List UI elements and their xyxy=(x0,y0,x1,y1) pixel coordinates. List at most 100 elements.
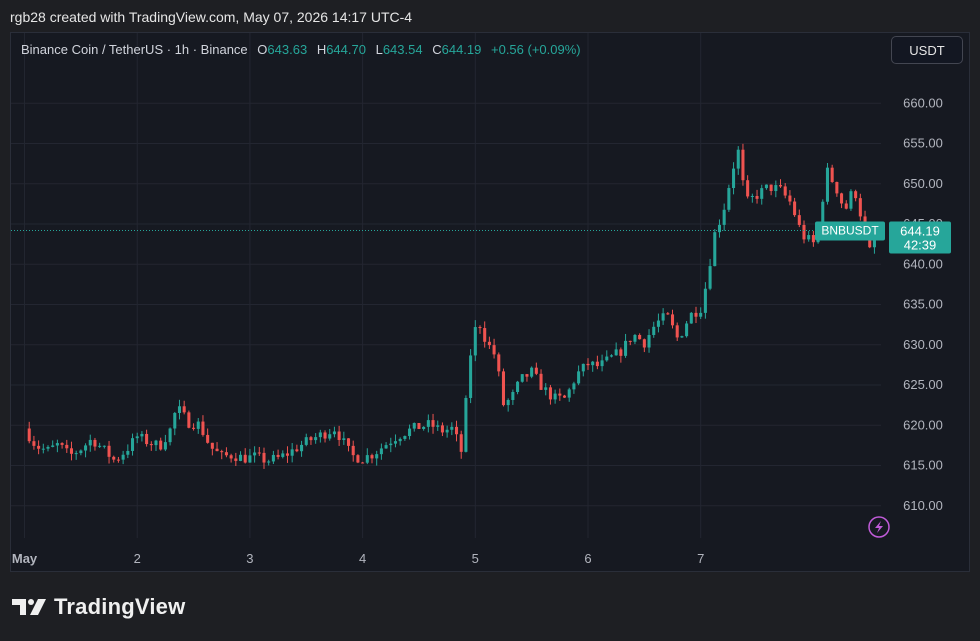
candle-body xyxy=(370,455,374,459)
candle-body xyxy=(182,406,186,413)
candle-body xyxy=(506,399,510,406)
candle-body xyxy=(544,387,548,390)
candle-body xyxy=(51,445,55,447)
candle-body xyxy=(304,437,308,445)
open-label: O xyxy=(257,42,268,57)
price-tick-label: 630.00 xyxy=(903,337,943,352)
candles xyxy=(27,143,876,469)
candle-body xyxy=(619,349,623,356)
candle-body xyxy=(65,444,69,449)
candle-body xyxy=(365,455,369,463)
close-label: C xyxy=(432,42,442,57)
candle-body xyxy=(107,445,111,457)
candle-body xyxy=(276,454,280,457)
lightning-icon[interactable] xyxy=(868,516,890,538)
candle-body xyxy=(300,444,304,452)
candle-body xyxy=(778,185,783,187)
candle-body xyxy=(525,374,529,377)
candle-body xyxy=(746,180,750,197)
candle-body xyxy=(652,326,656,336)
candle-body xyxy=(243,454,247,463)
candle-body xyxy=(469,355,473,398)
time-tick-label: 6 xyxy=(584,551,591,566)
candle-body xyxy=(271,454,275,462)
candle-body xyxy=(267,461,271,463)
currency-button[interactable]: USDT xyxy=(891,36,963,64)
candle-body xyxy=(328,434,332,439)
candle-body xyxy=(595,361,599,367)
candle-body xyxy=(539,373,543,390)
candle-body xyxy=(32,441,36,446)
grid xyxy=(11,33,881,538)
candle-body xyxy=(558,393,562,396)
candle-body xyxy=(609,355,613,357)
price-tick-label: 650.00 xyxy=(903,176,943,191)
candle-body xyxy=(145,433,149,445)
candle-body xyxy=(811,235,815,243)
candle-body xyxy=(548,387,552,400)
candle-body xyxy=(426,420,430,427)
candle-body xyxy=(60,443,64,445)
candle-body xyxy=(140,433,144,437)
close-value: 644.19 xyxy=(441,42,482,57)
candle-body xyxy=(642,339,646,348)
candle-body xyxy=(408,428,412,437)
candle-body xyxy=(708,266,712,289)
candle-body xyxy=(346,438,351,446)
candle-body xyxy=(149,444,153,446)
last-price-tag xyxy=(889,221,951,254)
candle-body xyxy=(849,191,853,209)
candle-body xyxy=(135,436,139,439)
candle-body xyxy=(572,383,576,390)
candle-body xyxy=(755,195,759,199)
countdown-label: 42:39 xyxy=(904,238,937,253)
candle-body xyxy=(581,363,585,372)
candle-body xyxy=(323,432,327,439)
candle-body xyxy=(159,440,163,450)
time-tick-label: 7 xyxy=(697,551,704,566)
price-tick-label: 660.00 xyxy=(903,95,943,110)
candle-body xyxy=(797,215,801,225)
candle-body xyxy=(229,455,233,459)
brand-name: TradingView xyxy=(54,594,186,619)
candle-body xyxy=(633,334,637,342)
price-tick-label: 620.00 xyxy=(903,417,943,432)
symbol-tag-label: BNBUSDT xyxy=(821,224,879,238)
candle-body xyxy=(84,445,88,451)
candle-body xyxy=(454,426,459,435)
candle-body xyxy=(337,431,341,441)
candle-body xyxy=(854,191,858,199)
tradingview-logo: TradingView xyxy=(12,594,185,620)
time-tick-label: 4 xyxy=(359,551,366,566)
candle-body xyxy=(314,437,318,441)
candle-body xyxy=(27,428,31,442)
candle-body xyxy=(478,327,482,329)
candle-body xyxy=(511,392,515,400)
candle-body xyxy=(760,188,764,199)
candle-body xyxy=(384,445,388,449)
candle-body xyxy=(732,168,736,189)
candle-body xyxy=(46,446,50,449)
candle-body xyxy=(553,393,557,400)
candle-body xyxy=(445,429,449,433)
candle-body xyxy=(389,443,393,446)
candle-body xyxy=(530,367,534,377)
chart-panel[interactable]: 610.00 615.00 620.00 625.00 630.00 635.00 640.… xyxy=(10,32,970,572)
candle-body xyxy=(116,459,120,461)
candle-body xyxy=(422,426,426,429)
candle-body xyxy=(262,452,266,463)
candle-body xyxy=(187,412,191,428)
symbol-description: Binance Coin / TetherUS · 1h · Binance xyxy=(21,42,248,57)
candle-body xyxy=(431,420,435,427)
candle-body xyxy=(88,439,92,446)
candle-body xyxy=(351,445,355,456)
price-tick-label: 610.00 xyxy=(903,498,943,513)
candle-body xyxy=(55,443,59,446)
candlestick-chart[interactable]: 610.00 615.00 620.00 625.00 630.00 635.00 640.… xyxy=(11,33,969,571)
candle-body xyxy=(614,349,618,356)
candle-body xyxy=(788,195,792,202)
candle-body xyxy=(661,313,665,321)
candle-body xyxy=(628,340,632,342)
high-value: 644.70 xyxy=(326,42,366,57)
candle-body xyxy=(638,334,642,340)
